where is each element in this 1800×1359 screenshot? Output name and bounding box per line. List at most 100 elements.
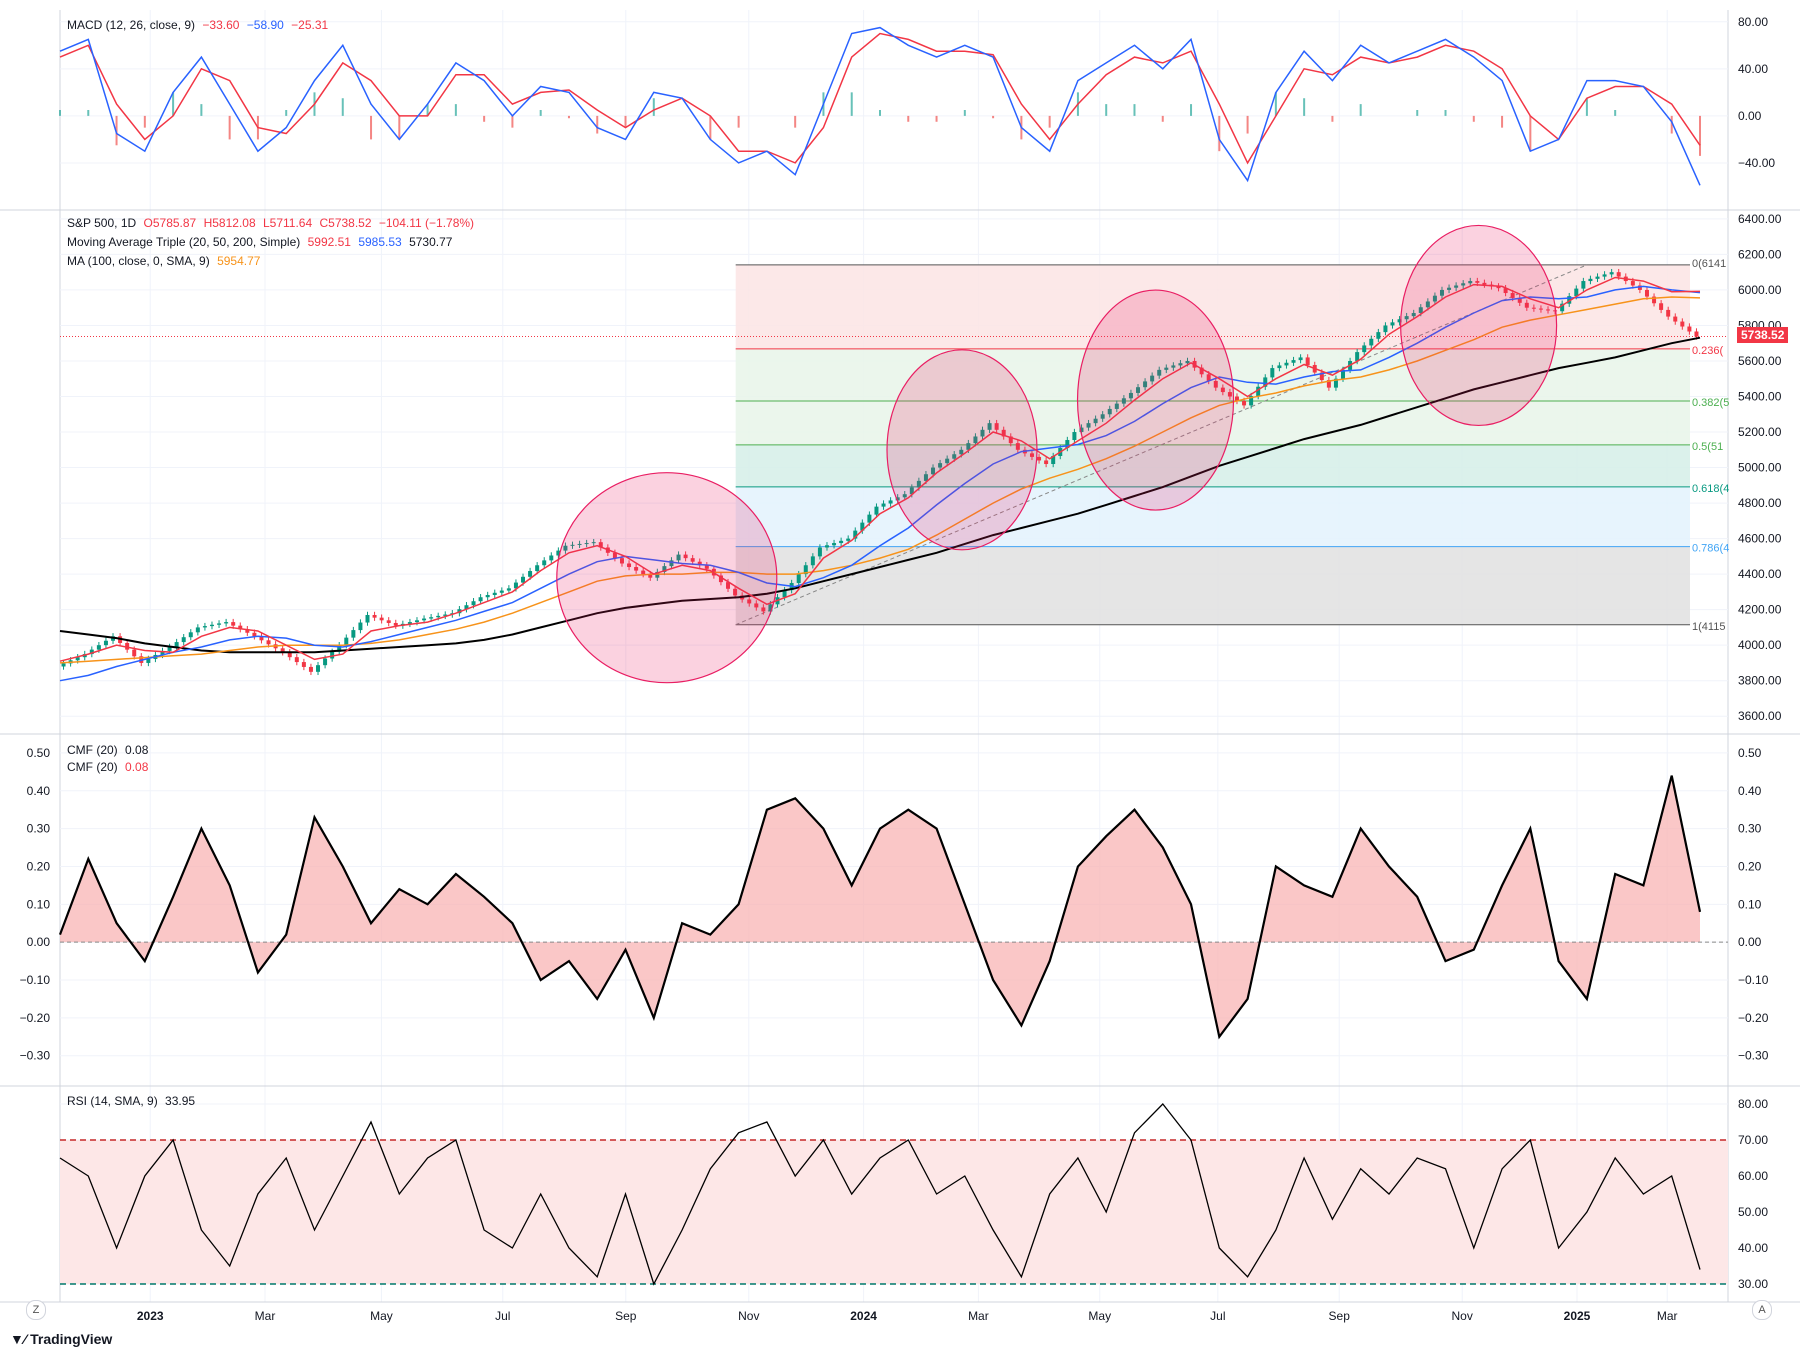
candle-body bbox=[1263, 377, 1268, 387]
candle-body bbox=[761, 607, 766, 612]
candle-body bbox=[506, 588, 511, 591]
candle-body bbox=[584, 543, 589, 545]
macd-histogram-bar bbox=[1585, 98, 1588, 116]
candle-body bbox=[245, 629, 250, 633]
x-tick-label: Mar bbox=[255, 1309, 276, 1323]
price-axis-tick-label: 3600.00 bbox=[1738, 709, 1782, 723]
macd-histogram-bar bbox=[228, 115, 231, 140]
macd-histogram-bar bbox=[624, 115, 627, 128]
cmf-axis-tick-label: 0.10 bbox=[1738, 897, 1762, 911]
candle-body bbox=[973, 436, 978, 444]
macd-histogram-bar bbox=[709, 115, 712, 140]
candle-body bbox=[1383, 325, 1388, 333]
x-tick-label: May bbox=[1088, 1309, 1111, 1323]
candle-body bbox=[1439, 289, 1444, 296]
price-axis-tick-label: 6200.00 bbox=[1738, 247, 1782, 261]
candle-body bbox=[422, 618, 427, 621]
candle-body bbox=[103, 640, 108, 646]
candle-body bbox=[1065, 440, 1070, 449]
candle-body bbox=[1355, 352, 1360, 361]
candle-body bbox=[1468, 281, 1473, 284]
candle-body bbox=[1425, 301, 1430, 308]
macd-histogram-bar bbox=[539, 110, 542, 116]
x-tick-label: May bbox=[370, 1309, 393, 1323]
candle-body bbox=[238, 625, 243, 630]
macd-line bbox=[59, 26, 1701, 186]
candle-body bbox=[1143, 381, 1148, 388]
cmf-axis-left-tick-label: 0.10 bbox=[27, 897, 51, 911]
macd-legend: MACD (12, 26, close, 9) −33.60 −58.90 −2… bbox=[67, 18, 332, 32]
macd-histogram-bar bbox=[1529, 115, 1532, 152]
fib-level-label: 0.236( bbox=[1692, 345, 1724, 357]
candle-body bbox=[259, 636, 264, 641]
candle-body bbox=[612, 552, 617, 559]
cmf-axis-left-tick-label: −0.10 bbox=[20, 973, 51, 987]
candle-body bbox=[1234, 396, 1239, 401]
candle-body bbox=[1637, 285, 1642, 290]
candle-body bbox=[1595, 276, 1600, 279]
candle-body bbox=[316, 665, 321, 672]
ma100-legend: MA (100, close, 0, SMA, 9) 5954.77 bbox=[67, 254, 264, 268]
candle-body bbox=[75, 657, 80, 661]
rsi-band bbox=[60, 1140, 1728, 1284]
candle-body bbox=[782, 590, 787, 598]
candle-body bbox=[1510, 293, 1515, 298]
candle-body bbox=[994, 423, 999, 430]
macd-histogram-bar bbox=[1105, 104, 1108, 116]
macd-histogram-bar bbox=[850, 92, 853, 116]
fib-level-label: 0.786(4 bbox=[1692, 543, 1729, 555]
cmf-axis-left-tick-label: 0.30 bbox=[27, 822, 51, 836]
candle-body bbox=[796, 574, 801, 584]
candle-body bbox=[1687, 326, 1692, 332]
candle-body bbox=[1673, 316, 1678, 322]
candle-body bbox=[1411, 313, 1416, 317]
candle-body bbox=[1326, 380, 1331, 388]
candle-body bbox=[436, 615, 441, 618]
fib-level-label: 0.382(5 bbox=[1692, 397, 1729, 409]
candle-body bbox=[648, 574, 653, 578]
candle-body bbox=[1390, 322, 1395, 326]
candle-body bbox=[718, 575, 723, 583]
candle-body bbox=[1086, 423, 1091, 428]
candles bbox=[61, 268, 1699, 676]
candle-body bbox=[287, 652, 292, 658]
macd-histogram-bar bbox=[652, 98, 655, 116]
cmf-axis-tick-label: 0.40 bbox=[1738, 784, 1762, 798]
cmf-legend-1: CMF (20) 0.08 bbox=[67, 743, 152, 757]
candle-body bbox=[160, 650, 165, 655]
cmf2-value: 0.08 bbox=[125, 760, 149, 774]
candle-body bbox=[1128, 392, 1133, 399]
cmf-axis-left-tick-label: 0.20 bbox=[27, 859, 51, 873]
macd-histogram-bar bbox=[511, 115, 514, 128]
macd-histogram-bar bbox=[1670, 115, 1673, 134]
cmf1-label: CMF (20) bbox=[67, 743, 118, 757]
x-tick-label: Nov bbox=[738, 1309, 759, 1323]
candle-body bbox=[1496, 286, 1501, 289]
candle-body bbox=[1644, 289, 1649, 297]
candle-body bbox=[1256, 386, 1261, 397]
rsi-axis-tick-label: 70.00 bbox=[1738, 1133, 1768, 1147]
rsi-axis-tick-label: 60.00 bbox=[1738, 1169, 1768, 1183]
candle-body bbox=[1461, 283, 1466, 286]
candle-body bbox=[1546, 309, 1551, 311]
auto-scale-button[interactable]: A bbox=[1752, 1300, 1772, 1320]
candle-body bbox=[577, 543, 582, 545]
candle-body bbox=[1454, 285, 1459, 288]
candle-body bbox=[1341, 369, 1346, 379]
scale-left-button[interactable]: Z bbox=[26, 1300, 46, 1320]
cmf-axis-left-tick-label: −0.20 bbox=[20, 1011, 51, 1025]
price-axis-tick-label: 4200.00 bbox=[1738, 603, 1782, 617]
macd-histogram-bar bbox=[200, 104, 203, 116]
cmf-axis-left-tick-label: −0.30 bbox=[20, 1049, 51, 1063]
candle-body bbox=[803, 565, 808, 575]
candle-body bbox=[923, 474, 928, 481]
candle-body bbox=[1298, 357, 1303, 361]
price-axis-tick-label: 4800.00 bbox=[1738, 496, 1782, 510]
price-axis-tick-label: 4600.00 bbox=[1738, 532, 1782, 546]
mat-legend: Moving Average Triple (20, 50, 200, Simp… bbox=[67, 235, 456, 249]
macd-histogram-bar bbox=[115, 115, 118, 146]
candle-body bbox=[1100, 414, 1105, 419]
candle-body bbox=[860, 522, 865, 531]
candle-body bbox=[344, 637, 349, 646]
ma100-v1: 5954.77 bbox=[217, 254, 261, 268]
